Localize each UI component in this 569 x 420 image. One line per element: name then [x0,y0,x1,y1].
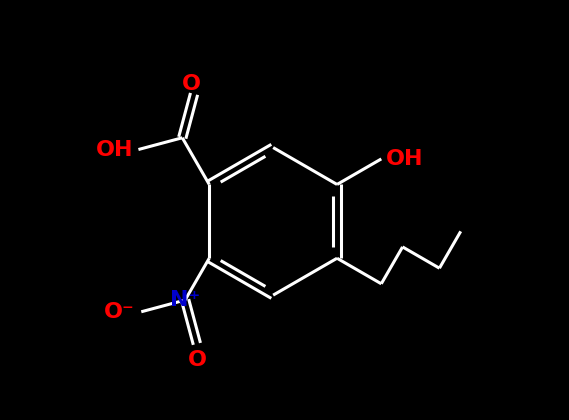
Text: O⁻: O⁻ [104,302,135,322]
Text: O: O [182,74,201,94]
Text: OH: OH [96,139,133,160]
Text: OH: OH [386,149,424,169]
Text: N⁺: N⁺ [170,290,200,310]
Text: O: O [187,350,207,370]
